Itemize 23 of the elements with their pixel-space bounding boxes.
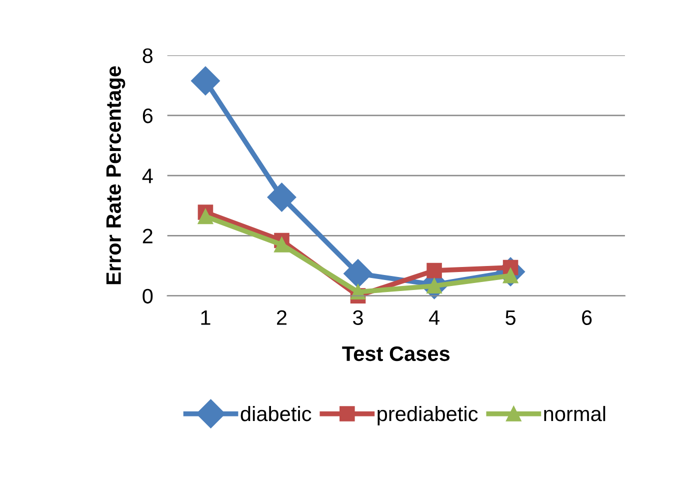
y-tick-label: 6 bbox=[142, 108, 153, 124]
y-tick-label: 2 bbox=[142, 228, 152, 244]
y-tick-label: 4 bbox=[142, 168, 153, 184]
x-tick-label: 5 bbox=[506, 310, 516, 326]
point bbox=[198, 208, 214, 224]
x-axis-title: Test Cases bbox=[342, 346, 450, 362]
x-tick-label: 6 bbox=[582, 310, 592, 326]
point bbox=[350, 284, 366, 300]
y-axis-title: Error Rate Percentage bbox=[106, 66, 126, 284]
legend-label: diabetic bbox=[240, 406, 312, 422]
x-tick-label: 4 bbox=[428, 310, 440, 325]
y-tick-label: 0 bbox=[142, 288, 153, 304]
y-tick-label: 8 bbox=[142, 48, 153, 64]
x-tick-label: 2 bbox=[276, 310, 286, 325]
point bbox=[191, 66, 220, 96]
x-tick-label: 3 bbox=[353, 310, 363, 326]
point bbox=[267, 182, 296, 212]
legend-label: normal bbox=[544, 406, 606, 422]
legend-label: prediabetic bbox=[378, 406, 478, 426]
point bbox=[344, 259, 372, 288]
x-tick-label: 1 bbox=[201, 310, 210, 325]
point bbox=[426, 262, 442, 278]
point bbox=[274, 237, 290, 252]
